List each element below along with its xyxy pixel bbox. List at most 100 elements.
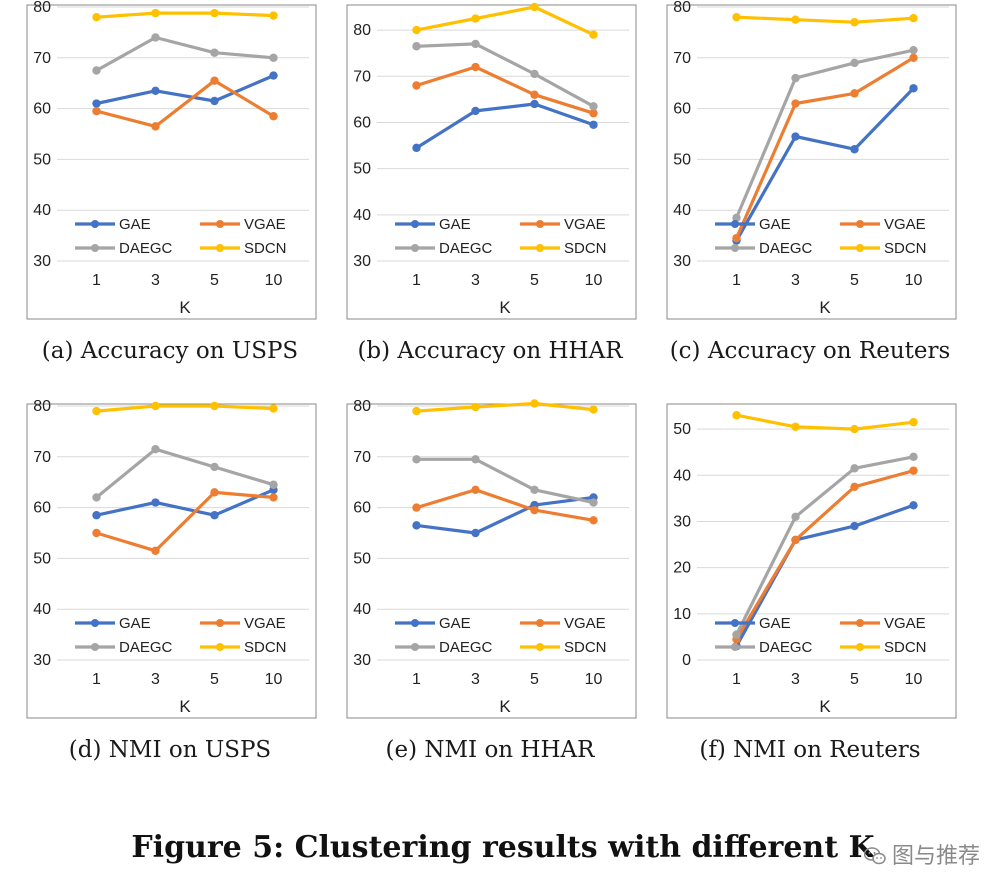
y-tick-label: 70 bbox=[33, 50, 51, 67]
x-tick-label: 3 bbox=[791, 671, 800, 688]
panel-caption: (e) NMI on HHAR bbox=[385, 737, 595, 763]
x-tick-label: 5 bbox=[850, 671, 859, 688]
x-tick-label: 3 bbox=[151, 272, 160, 289]
chart-svg: 30 40 50 60 70 80 1 3 5 10 K GAE VGAE DAEGC SDCN bbox=[26, 0, 317, 320]
y-tick-label: 40 bbox=[33, 202, 51, 219]
series-line-gae bbox=[96, 488, 275, 517]
legend-label: SDCN bbox=[884, 639, 927, 656]
series-line-daegc bbox=[735, 455, 914, 636]
data-point-sdcn bbox=[412, 25, 421, 35]
data-point-sdcn bbox=[471, 14, 480, 23]
data-point-sdcn bbox=[850, 424, 859, 434]
y-tick-label: 40 bbox=[353, 207, 371, 224]
data-point-daegc bbox=[850, 58, 859, 68]
legend-label: GAE bbox=[759, 216, 791, 233]
data-point-sdcn bbox=[791, 15, 800, 24]
chart-panel-nmi-hhar: 30 40 50 60 70 80 1 3 5 10 K GAE VGAE DAEGC SDCN (e) N… bbox=[340, 398, 640, 763]
figure-caption: Figure 5: Clustering results with differ… bbox=[131, 830, 875, 865]
legend-marker bbox=[856, 244, 864, 252]
legend-label: DAEGC bbox=[439, 639, 493, 656]
y-tick-label: 30 bbox=[353, 253, 371, 270]
data-point-vgae bbox=[412, 503, 421, 512]
series-line-gae bbox=[416, 495, 594, 535]
x-tick-label: 10 bbox=[905, 671, 923, 688]
series-line-sdcn bbox=[416, 5, 595, 37]
y-tick-label: 40 bbox=[353, 601, 371, 618]
data-point-vgae bbox=[530, 505, 539, 515]
legend-label: SDCN bbox=[564, 639, 607, 656]
data-point-daegc bbox=[412, 455, 421, 464]
y-tick-label: 70 bbox=[353, 449, 371, 466]
data-point-gae bbox=[151, 498, 160, 507]
x-axis-label: K bbox=[179, 298, 191, 317]
data-point-sdcn bbox=[269, 11, 278, 20]
wechat-icon bbox=[863, 846, 886, 865]
data-point-gae bbox=[850, 145, 859, 154]
data-point-sdcn bbox=[909, 417, 918, 427]
y-tick-label: 30 bbox=[673, 253, 691, 270]
data-point-gae bbox=[791, 132, 800, 141]
data-point-daegc bbox=[732, 213, 741, 223]
legend-marker bbox=[91, 619, 99, 627]
data-point-gae bbox=[210, 511, 219, 520]
x-tick-label: 3 bbox=[471, 272, 480, 289]
x-tick-label: 1 bbox=[92, 272, 101, 289]
data-point-vgae bbox=[412, 81, 421, 90]
data-point-gae bbox=[909, 84, 918, 93]
legend-label: GAE bbox=[119, 615, 151, 632]
chart-panel-accuracy-reuters: 30 40 50 60 70 80 1 3 5 10 K GAE VGAE DAEGC SDCN (c) A… bbox=[660, 0, 960, 364]
chart-panel-accuracy-usps: 30 40 50 60 70 80 1 3 5 10 K GAE VGAE DAEGC SDCN (a) A… bbox=[20, 0, 320, 364]
series-line-vgae bbox=[416, 65, 594, 115]
data-point-sdcn bbox=[850, 18, 859, 27]
chart-svg: 30 40 50 60 70 80 1 3 5 10 K GAE VGAE DAEGC SDCN bbox=[346, 398, 637, 719]
data-point-gae bbox=[269, 71, 278, 80]
data-point-daegc bbox=[210, 48, 219, 57]
data-point-gae bbox=[530, 99, 539, 109]
data-point-gae bbox=[471, 528, 480, 538]
series-line-vgae bbox=[735, 469, 914, 641]
series-line-vgae bbox=[735, 56, 915, 239]
legend-marker bbox=[536, 220, 544, 228]
data-point-gae bbox=[92, 511, 101, 520]
chart-panel-accuracy-hhar: 30 40 50 60 70 80 1 3 5 10 K GAE VGAE DAEGC SDCN (b) A… bbox=[340, 2, 640, 364]
y-tick-label: 70 bbox=[673, 50, 691, 67]
legend-marker bbox=[216, 244, 224, 252]
y-tick-label: 80 bbox=[353, 398, 371, 415]
y-tick-label: 50 bbox=[673, 151, 691, 168]
legend-label: SDCN bbox=[244, 240, 287, 257]
data-point-daegc bbox=[151, 444, 160, 454]
chart-svg: 0 10 20 30 40 50 1 3 5 10 K GAE VGAE DAEGC SDCN bbox=[666, 403, 957, 719]
data-point-gae bbox=[909, 501, 918, 510]
data-point-vgae bbox=[269, 112, 278, 121]
data-point-sdcn bbox=[92, 406, 101, 416]
data-point-sdcn bbox=[471, 402, 480, 412]
chart-border bbox=[346, 403, 637, 719]
legend-marker bbox=[411, 643, 419, 651]
legend-label: DAEGC bbox=[119, 639, 173, 656]
legend-marker bbox=[856, 220, 864, 228]
series-line-vgae bbox=[96, 490, 274, 553]
data-point-daegc bbox=[412, 42, 421, 51]
legend-marker bbox=[411, 619, 419, 627]
data-point-vgae bbox=[791, 535, 800, 545]
series-line-vgae bbox=[416, 488, 594, 522]
legend-label: GAE bbox=[439, 615, 471, 632]
legend-marker bbox=[216, 619, 224, 627]
series-line-sdcn bbox=[96, 404, 274, 413]
y-tick-label: 40 bbox=[33, 601, 51, 618]
y-tick-label: 60 bbox=[353, 114, 371, 131]
watermark: 图与推荐 bbox=[863, 838, 980, 870]
legend-marker bbox=[216, 643, 224, 651]
legend-marker bbox=[731, 220, 739, 228]
series-line-daegc bbox=[95, 447, 274, 499]
y-tick-label: 10 bbox=[673, 606, 691, 623]
data-point-sdcn bbox=[732, 411, 741, 420]
legend-label: SDCN bbox=[564, 240, 607, 257]
series-line-vgae bbox=[96, 79, 275, 129]
legend-marker bbox=[536, 643, 544, 651]
x-tick-label: 5 bbox=[210, 272, 219, 289]
series-line-gae bbox=[735, 503, 915, 647]
legend-label: VGAE bbox=[564, 615, 606, 632]
data-point-sdcn bbox=[589, 405, 598, 414]
data-point-vgae bbox=[850, 89, 859, 98]
